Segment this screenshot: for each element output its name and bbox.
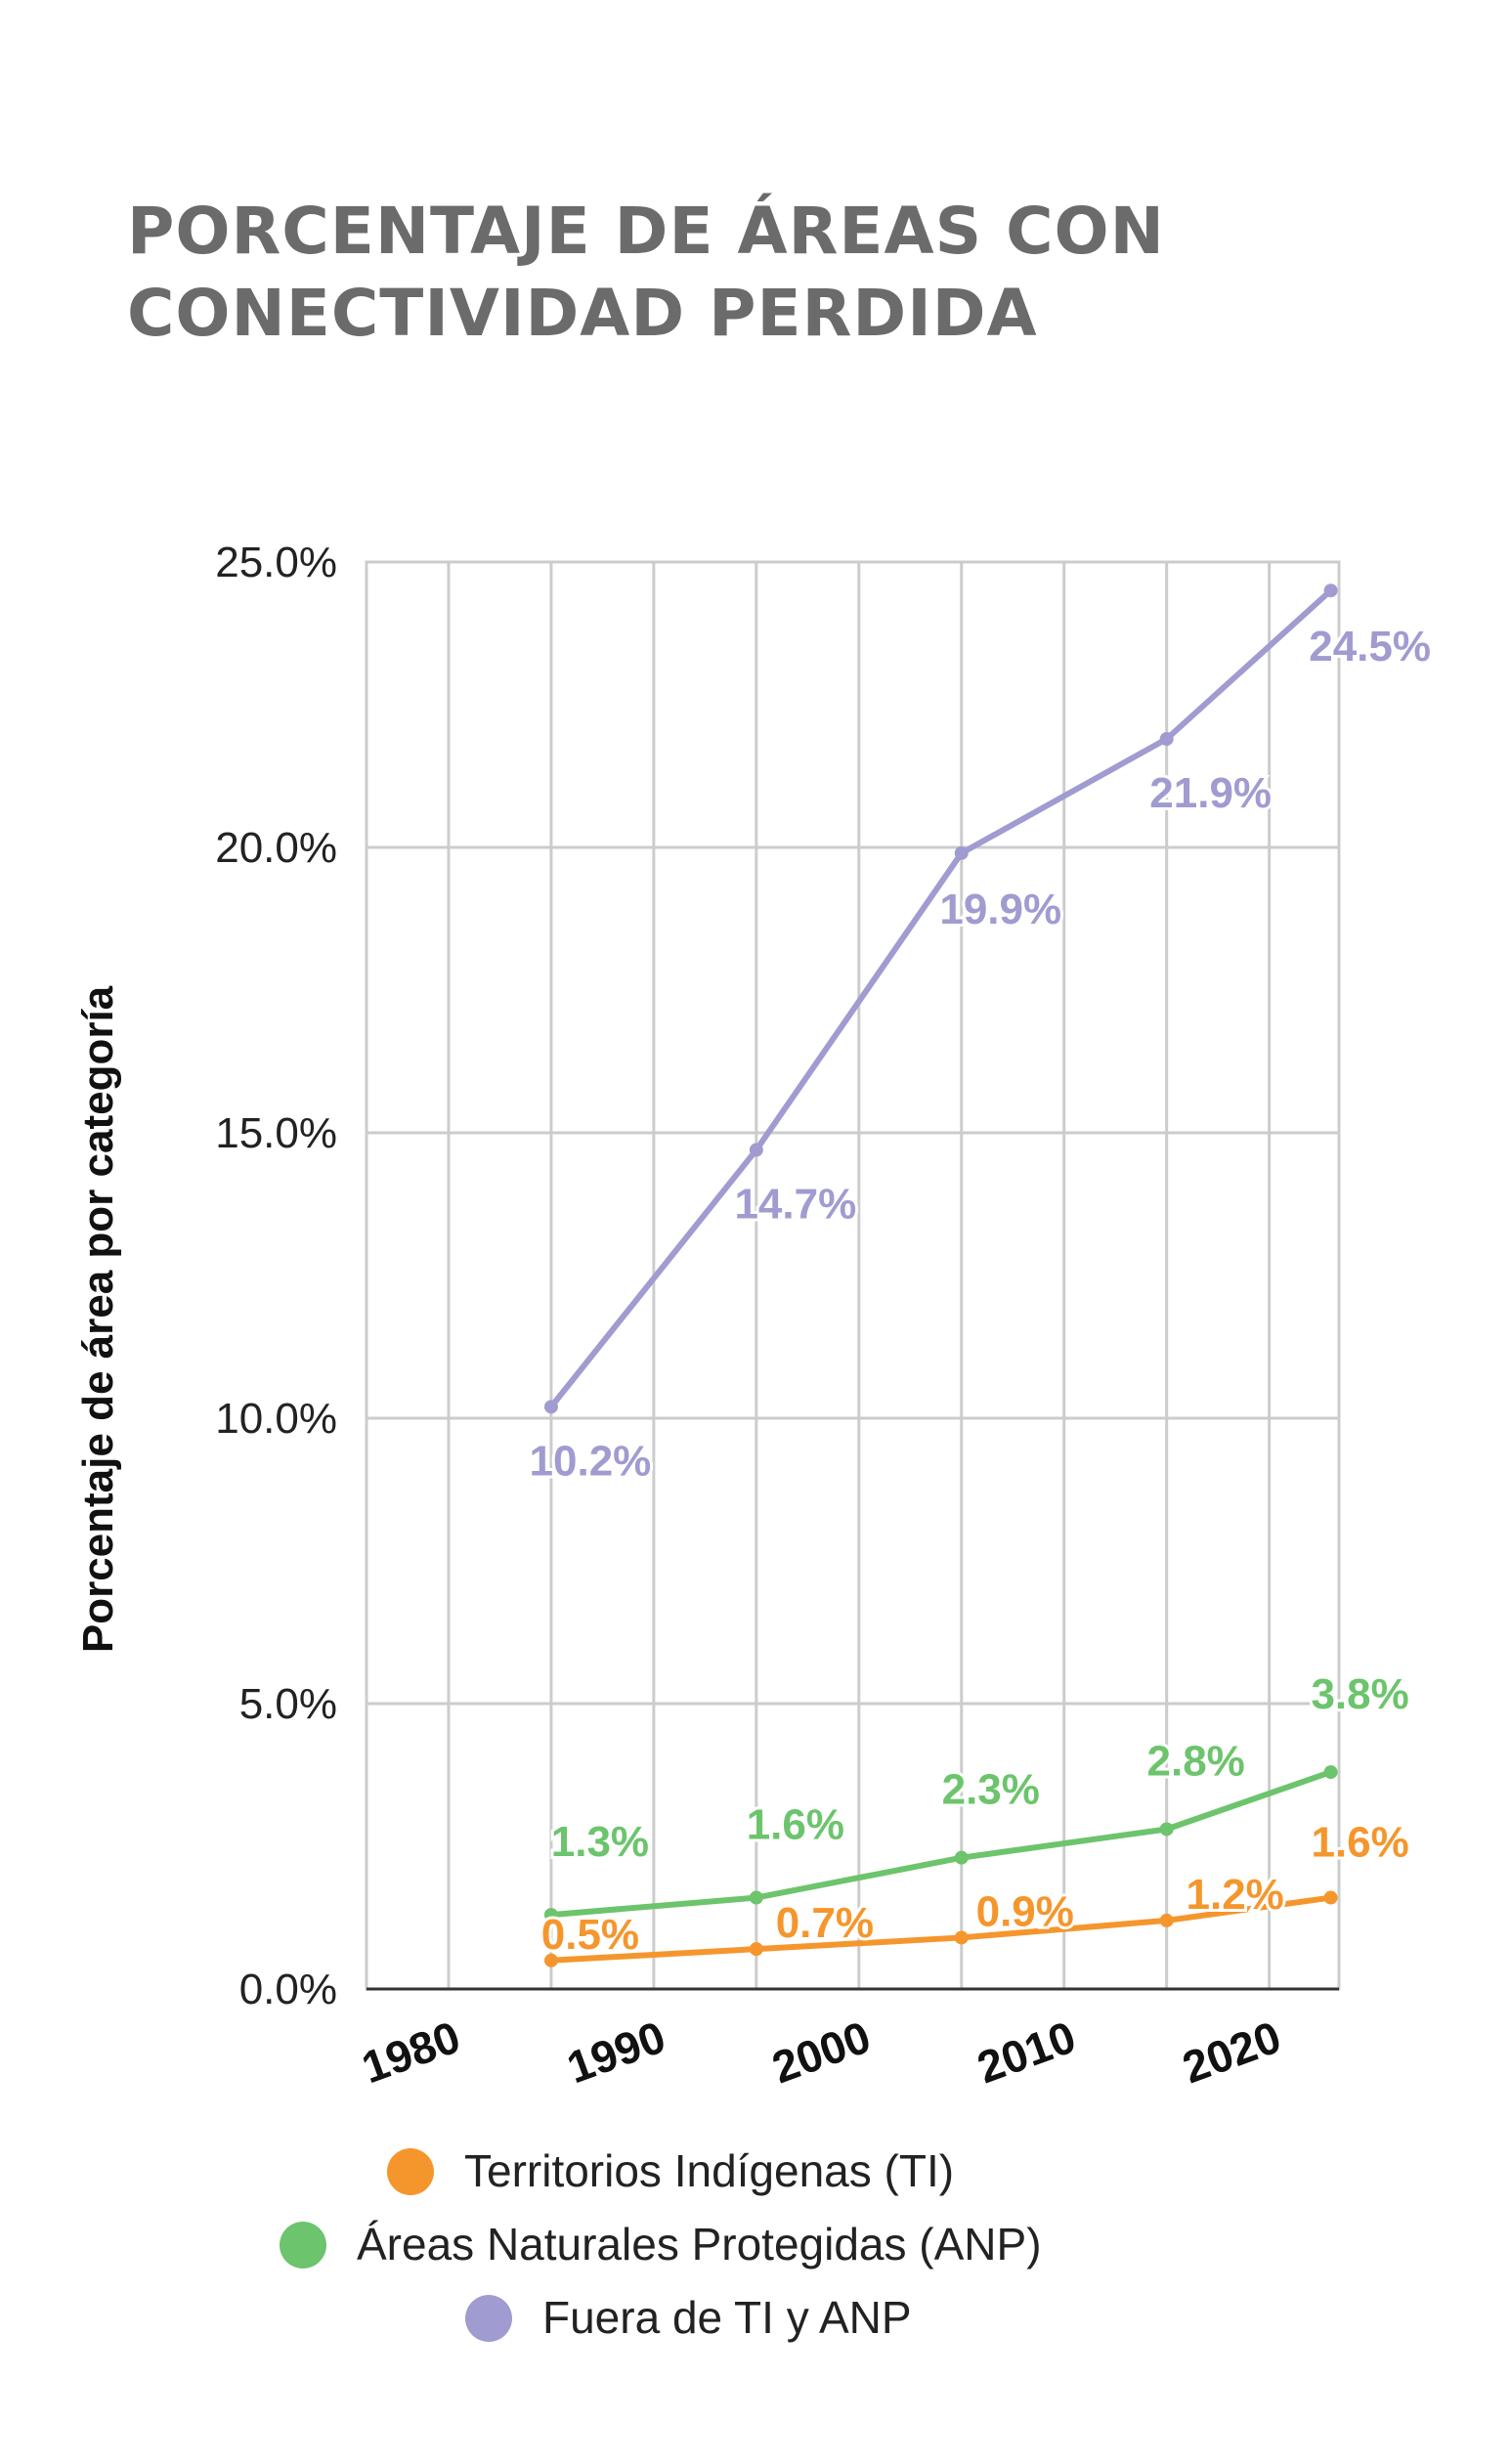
data-label: 2.8% [1147,1737,1245,1785]
series-line [551,590,1331,1406]
x-tick-label: 1980 [355,2011,466,2094]
data-point [955,1851,969,1865]
data-point [955,1930,969,1944]
legend-marker [280,2222,326,2269]
data-label: 1.3% [551,1818,649,1866]
x-tick-label: 1990 [560,2011,671,2094]
data-label: 3.8% [1311,1670,1408,1718]
legend-item-2: Áreas Naturales Protegidas (ANP) [280,2219,1042,2269]
legend-label: Áreas Naturales Protegidas (ANP) [357,2219,1042,2269]
data-point [750,1144,763,1157]
y-tick-label: 10.0% [215,1395,337,1443]
legend-item-1: Territorios Indígenas (TI) [387,2145,954,2196]
y-tick-label: 5.0% [239,1680,337,1728]
legend-label: Fuera de TI y ANP [542,2292,912,2343]
y-axis-title: Porcentaje de área por categoría [74,985,122,1653]
y-tick-label: 20.0% [215,824,337,872]
x-tick-label: 2010 [971,2011,1082,2094]
y-tick-label: 0.0% [239,1966,337,2013]
legend-marker [387,2148,434,2195]
data-label: 0.7% [776,1899,874,1947]
data-point [1324,1765,1338,1779]
data-point [750,1942,763,1956]
y-tick-label: 15.0% [215,1109,337,1157]
x-axis-ticks: 1980 1990 2000 2010 2020 [355,2011,1287,2094]
y-tick-label: 25.0% [215,539,337,586]
legend-item-3: Fuera de TI y ANP [465,2292,912,2343]
data-point [544,1400,558,1413]
series-3-labels: 10.2% 14.7% 19.9% 21.9% 24.5% [530,623,1431,1485]
legend: Territorios Indígenas (TI) Áreas Naturale… [280,2145,1042,2343]
series-layer: 0.5% 0.7% 0.9% 1.2% 1.6% 1.3% 1.6% 2.3% 2.8% 3.8%… [530,584,1431,1967]
data-point [1324,1891,1338,1905]
data-label: 1.2% [1187,1871,1284,1919]
data-point [750,1891,763,1905]
legend-label: Territorios Indígenas (TI) [464,2145,954,2196]
y-axis-ticks: 0.0% 5.0% 10.0% 15.0% 20.0% 25.0% [215,539,337,2013]
series-3 [544,584,1338,1413]
data-label: 1.6% [1311,1819,1408,1867]
data-point [1324,584,1338,597]
data-point [1160,732,1174,746]
data-point [1160,1914,1174,1927]
data-label: 19.9% [939,886,1061,933]
data-point [1160,1822,1174,1836]
x-tick-label: 2020 [1176,2011,1287,2094]
data-point [955,846,969,860]
data-label: 21.9% [1149,769,1272,817]
series-2-labels: 1.3% 1.6% 2.3% 2.8% 3.8% [551,1670,1409,1866]
data-label: 24.5% [1309,623,1431,670]
x-tick-label: 2000 [765,2011,877,2094]
data-label: 1.6% [747,1801,844,1849]
data-label: 10.2% [530,1437,652,1485]
data-label: 0.5% [541,1911,639,1959]
data-label: 0.9% [976,1887,1074,1935]
data-label: 14.7% [734,1181,856,1229]
data-label: 2.3% [942,1766,1040,1814]
legend-marker [465,2295,512,2342]
